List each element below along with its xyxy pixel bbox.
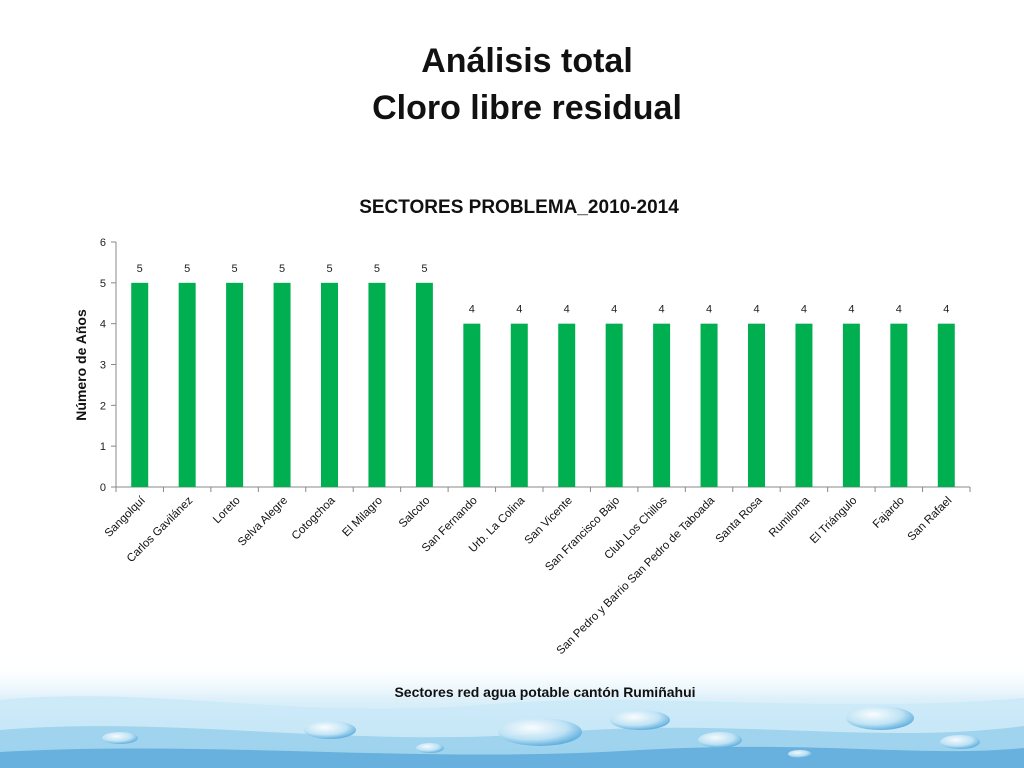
x-tick-label: San Rafael (906, 495, 955, 544)
bar (463, 323, 481, 487)
data-label: 4 (943, 304, 949, 316)
bar (368, 282, 386, 487)
bar (415, 282, 433, 487)
x-tick-label: Salcoto (397, 495, 433, 531)
data-label: 4 (516, 304, 522, 316)
y-tick-label: 5 (100, 278, 106, 290)
chart-bars: 5 5 5 5 5 5 5 4 4 4 4 4 4 4 4 4 4 4 (131, 263, 955, 487)
bar (937, 323, 955, 487)
x-tick-label: Sangolquí (103, 494, 149, 540)
data-label: 5 (326, 263, 332, 275)
slide-title-line2: Cloro libre residual (372, 89, 682, 127)
bar (653, 323, 671, 487)
data-label: 4 (706, 304, 712, 316)
data-label: 4 (848, 304, 854, 316)
bar (605, 323, 623, 487)
slide-title: Análisis total Cloro libre residual (0, 38, 1024, 132)
data-label: 4 (801, 304, 807, 316)
x-tick-label: Santa Rosa (714, 494, 765, 545)
x-tick-label: Selva Alegre (236, 495, 290, 549)
bar (795, 323, 813, 487)
bar (131, 282, 149, 487)
x-tick-label: El Triángulo (808, 495, 859, 546)
bar (178, 282, 196, 487)
x-tick-label: Rumiloma (767, 494, 813, 540)
bar (890, 323, 908, 487)
water-decoration-icon (0, 660, 1024, 768)
y-tick-label: 4 (100, 319, 106, 331)
x-tick-label: Fajardo (871, 495, 907, 531)
data-label: 5 (137, 263, 143, 275)
bar (700, 323, 718, 487)
x-tick-label: Cotogchoa (290, 494, 338, 542)
data-label: 5 (374, 263, 380, 275)
x-tick-label: San Vicente (523, 495, 575, 547)
chart-title: SECTORES PROBLEMA_2010-2014 (359, 197, 679, 218)
y-tick-label: 3 (100, 360, 106, 372)
chart-axes: 0 1 2 3 4 5 6 (100, 237, 971, 494)
bar (842, 323, 860, 487)
x-tick-label: Loreto (211, 495, 243, 527)
data-label: 4 (753, 304, 759, 316)
x-tick-label: El Milagro (340, 495, 385, 540)
y-tick-label: 0 (100, 482, 106, 494)
bar (273, 282, 291, 487)
data-label: 5 (421, 263, 427, 275)
y-tick-label: 2 (100, 400, 106, 412)
data-label: 5 (279, 263, 285, 275)
bar (321, 282, 338, 487)
bar (510, 323, 528, 487)
data-label: 4 (659, 304, 665, 316)
bar (226, 282, 244, 487)
x-axis-label: Sectores red agua potable cantón Rumiñah… (394, 684, 696, 700)
data-label: 4 (896, 304, 902, 316)
y-tick-label: 1 (100, 441, 106, 453)
data-label: 4 (564, 304, 570, 316)
data-label: 5 (184, 263, 190, 275)
data-label: 4 (469, 304, 475, 316)
bar (748, 323, 765, 487)
data-label: 4 (611, 304, 617, 316)
bar (558, 323, 576, 487)
slide-title-line1: Análisis total (421, 42, 633, 80)
data-label: 5 (232, 263, 238, 275)
y-tick-label: 6 (100, 237, 106, 249)
